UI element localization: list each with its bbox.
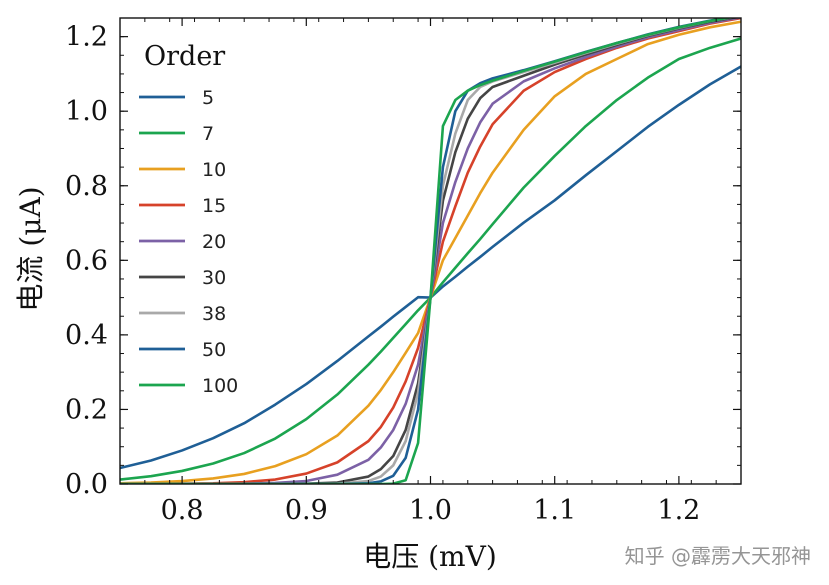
x-tick-label: 1.1 <box>533 495 576 526</box>
legend-label-order-38: 38 <box>202 303 226 325</box>
legend: Order 5 7 10 15 20 30 38 50 100 <box>139 41 238 397</box>
legend-label-order-15: 15 <box>202 195 226 217</box>
y-tick-label: 1.0 <box>65 96 108 127</box>
legend-label-order-50: 50 <box>202 339 226 361</box>
legend-label-order-5: 5 <box>202 87 214 109</box>
y-tick-label: 0.8 <box>65 171 108 202</box>
x-tick-label: 1.0 <box>409 495 452 526</box>
legend-label-order-100: 100 <box>202 375 238 397</box>
x-tick-label: 0.8 <box>161 495 204 526</box>
plot-area <box>119 17 742 485</box>
legend-label-order-30: 30 <box>202 267 226 289</box>
y-tick-label: 0.4 <box>65 320 108 351</box>
x-axis-label: 电压 (mV) <box>363 540 497 573</box>
x-tick-label: 0.9 <box>285 495 328 526</box>
legend-label-order-7: 7 <box>202 123 214 145</box>
legend-label-order-20: 20 <box>202 231 226 253</box>
legend-label-order-10: 10 <box>202 159 226 181</box>
y-tick-label: 0.2 <box>65 394 108 425</box>
y-tick-label: 0.6 <box>65 245 108 276</box>
y-axis-label: 电流 (μA) <box>14 186 47 311</box>
y-tick-label: 1.2 <box>65 22 108 53</box>
y-tick-label: 0.0 <box>65 469 108 500</box>
legend-title: Order <box>144 41 225 72</box>
x-tick-label: 1.2 <box>657 495 700 526</box>
axis-ticks: 0.8 0.9 1.0 1.1 1.2 0.0 0.2 0.4 0.6 0.8 1.0 1.2 <box>65 17 742 526</box>
series-line-order-100 <box>120 18 734 484</box>
watermark: 知乎 @霹雳大天邪神 <box>624 544 811 568</box>
